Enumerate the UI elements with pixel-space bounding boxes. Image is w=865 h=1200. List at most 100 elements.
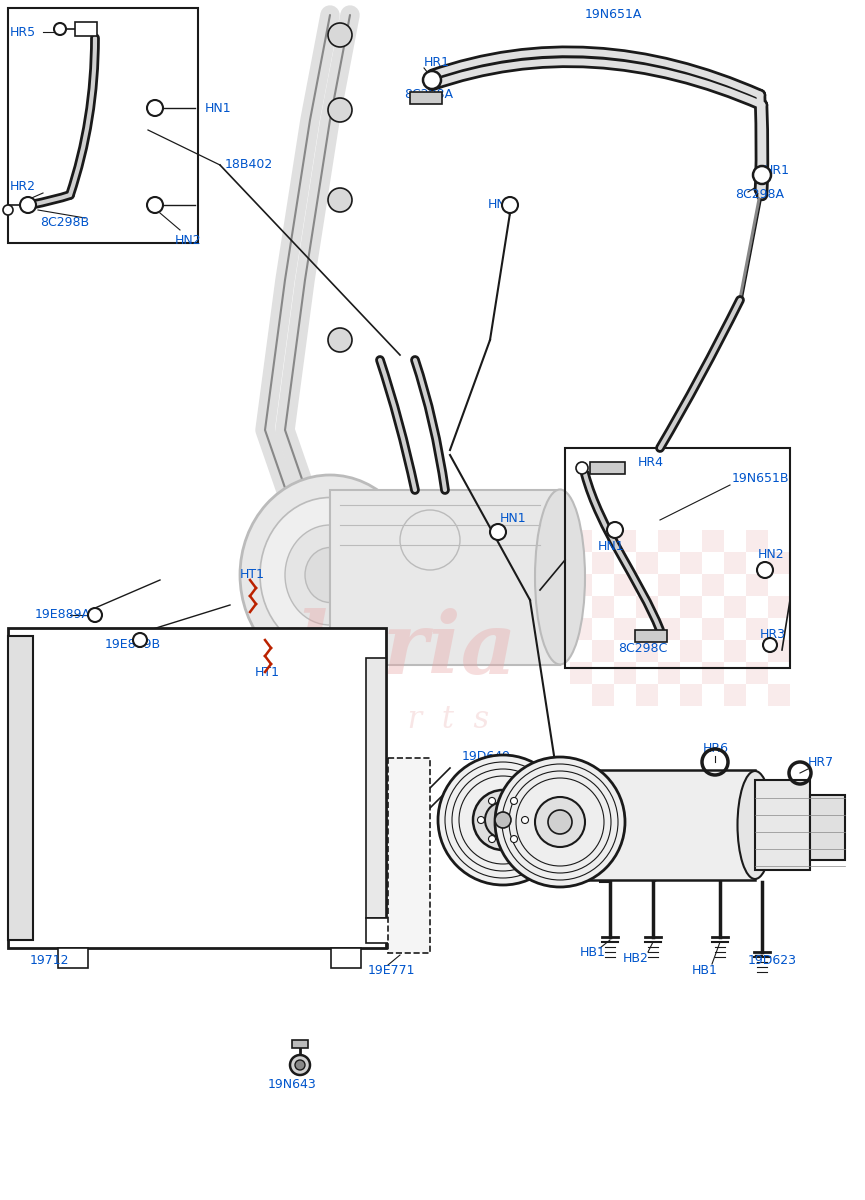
Bar	[366, 658, 386, 918]
Text: 8C298A: 8C298A	[404, 89, 453, 102]
Bar	[614, 662, 636, 684]
Bar	[614, 618, 636, 640]
Bar	[680, 684, 702, 706]
Circle shape	[576, 462, 588, 474]
Bar	[366, 918, 401, 943]
Circle shape	[147, 197, 163, 214]
Circle shape	[510, 835, 517, 842]
Circle shape	[328, 98, 352, 122]
Bar	[768, 684, 790, 706]
Circle shape	[290, 1055, 310, 1075]
Bar	[636, 684, 658, 706]
Circle shape	[489, 798, 496, 804]
Circle shape	[757, 562, 773, 578]
Bar	[680, 552, 702, 574]
Circle shape	[423, 71, 441, 89]
Text: HR2: HR2	[10, 180, 36, 193]
Bar	[580, 770, 755, 880]
Text: HR5: HR5	[10, 25, 36, 38]
Circle shape	[535, 797, 585, 847]
Text: HR7: HR7	[808, 756, 834, 768]
Circle shape	[3, 205, 13, 215]
Bar	[570, 574, 592, 596]
Bar	[292, 1040, 308, 1048]
Text: HN2: HN2	[758, 548, 785, 562]
Circle shape	[147, 100, 163, 116]
Circle shape	[328, 328, 352, 352]
Circle shape	[607, 522, 623, 538]
Bar	[658, 530, 680, 552]
Ellipse shape	[260, 498, 400, 653]
Bar	[724, 552, 746, 574]
Bar	[565, 448, 790, 668]
Text: 8C298A: 8C298A	[735, 188, 784, 202]
Circle shape	[495, 757, 625, 887]
Circle shape	[522, 816, 529, 823]
Text: 19E889B: 19E889B	[105, 638, 161, 652]
Bar	[636, 596, 658, 618]
Bar	[570, 530, 592, 552]
Bar	[330, 490, 560, 665]
Circle shape	[54, 23, 66, 35]
Text: 19E771: 19E771	[368, 964, 415, 977]
Bar	[658, 618, 680, 640]
Bar	[755, 780, 810, 870]
Bar	[58, 948, 88, 968]
Text: HR1: HR1	[764, 163, 790, 176]
Circle shape	[133, 634, 147, 647]
Circle shape	[548, 810, 572, 834]
Text: 19N643: 19N643	[268, 1079, 317, 1092]
Circle shape	[328, 188, 352, 212]
Bar	[746, 618, 768, 640]
Bar	[592, 640, 614, 662]
Bar	[658, 574, 680, 596]
Bar	[592, 596, 614, 618]
Bar	[810, 794, 845, 860]
Text: 8C298B: 8C298B	[40, 216, 89, 228]
Ellipse shape	[738, 770, 772, 878]
Bar	[570, 662, 592, 684]
Bar	[614, 530, 636, 552]
Bar	[680, 640, 702, 662]
Bar	[8, 636, 33, 940]
Bar	[724, 684, 746, 706]
Text: a  r  t  s: a r t s	[370, 704, 490, 736]
Bar	[724, 596, 746, 618]
Circle shape	[20, 197, 36, 214]
Bar	[702, 618, 724, 640]
Bar	[746, 574, 768, 596]
Circle shape	[477, 816, 484, 823]
Text: HN1: HN1	[500, 511, 527, 524]
Bar	[410, 92, 442, 104]
Bar	[768, 596, 790, 618]
Text: 19712: 19712	[30, 954, 69, 966]
Circle shape	[502, 197, 518, 214]
Bar	[768, 552, 790, 574]
Bar	[592, 684, 614, 706]
Bar	[702, 574, 724, 596]
Bar	[592, 552, 614, 574]
Circle shape	[295, 1060, 305, 1070]
Bar	[636, 640, 658, 662]
Circle shape	[485, 802, 521, 838]
Circle shape	[490, 524, 506, 540]
Bar	[8, 628, 386, 948]
Bar	[680, 596, 702, 618]
Bar	[768, 640, 790, 662]
Text: 8C298C: 8C298C	[618, 642, 667, 654]
Ellipse shape	[240, 475, 420, 674]
Text: 19D623: 19D623	[748, 954, 797, 966]
Bar	[635, 630, 667, 642]
Circle shape	[438, 755, 568, 886]
Bar	[75, 22, 97, 36]
Text: scuderia: scuderia	[104, 608, 516, 691]
Text: HT1: HT1	[240, 569, 265, 582]
Circle shape	[88, 608, 102, 622]
Text: HN2: HN2	[488, 198, 515, 211]
Text: 19D649: 19D649	[462, 750, 511, 763]
Bar	[636, 552, 658, 574]
Bar	[331, 948, 361, 968]
Ellipse shape	[305, 547, 355, 602]
Text: HB1: HB1	[580, 946, 606, 959]
Ellipse shape	[560, 770, 600, 880]
